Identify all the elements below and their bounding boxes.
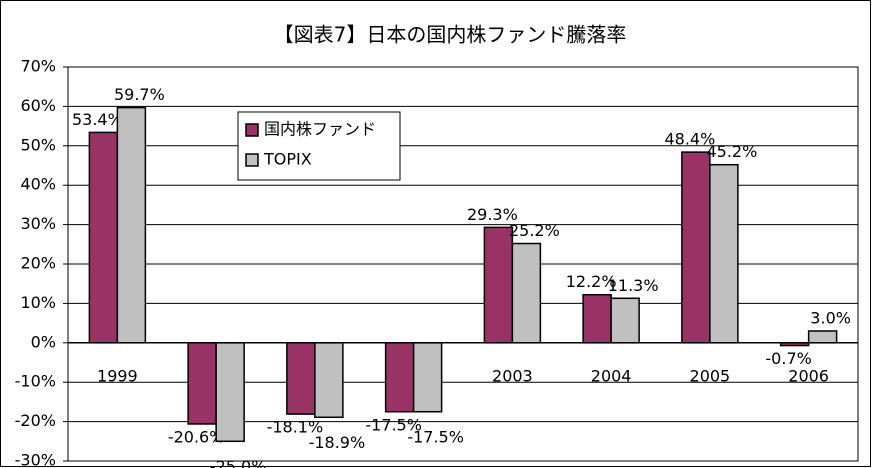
x-tick-label: 2005 [690, 366, 731, 385]
bar [286, 342, 316, 415]
bar [582, 293, 612, 344]
data-label: 59.7% [114, 85, 165, 104]
bar [384, 342, 415, 413]
y-tick-label: -30% [15, 451, 56, 468]
x-tick-label: 2003 [492, 366, 533, 385]
legend-box [237, 111, 401, 181]
y-tick-label: -10% [15, 372, 56, 391]
x-tick-label: 2006 [788, 366, 829, 385]
bar [483, 226, 514, 344]
data-label: -18.9% [309, 433, 366, 452]
data-label: -25.0% [210, 457, 267, 468]
y-tick-label: 40% [20, 175, 56, 194]
bar [511, 242, 542, 344]
data-label: -17.5% [365, 415, 422, 434]
data-label: 25.2% [509, 221, 560, 240]
bar [88, 131, 119, 344]
bar [681, 151, 711, 344]
chart-title: 【図表7】日本の国内株ファンド騰落率 [274, 23, 627, 47]
data-label: -17.5% [407, 427, 464, 446]
y-tick-label: 70% [20, 57, 56, 76]
x-tick-label: 2004 [591, 366, 632, 385]
data-label: 12.2% [566, 272, 617, 291]
bar [412, 342, 443, 413]
data-label: -0.7% [765, 349, 811, 368]
data-label: 29.3% [467, 205, 518, 224]
data-label: 48.4% [664, 130, 715, 149]
bar [807, 330, 838, 344]
legend-swatch [245, 123, 259, 137]
legend-label: 国内株ファンド [264, 120, 376, 139]
data-label: 53.4% [72, 110, 123, 129]
y-tick-label: 10% [20, 293, 56, 312]
bar [314, 342, 344, 419]
data-label: -18.1% [267, 418, 324, 437]
bar [709, 163, 739, 344]
y-tick-label: 0% [31, 332, 56, 351]
bar [187, 342, 217, 425]
legend-swatch [245, 153, 259, 167]
y-tick-label: -20% [15, 411, 56, 430]
bar [215, 342, 245, 443]
data-label: 45.2% [706, 142, 757, 161]
bar [610, 297, 640, 344]
y-tick-label: 60% [20, 96, 56, 115]
y-tick-label: 30% [20, 214, 56, 233]
y-tick-label: 20% [20, 254, 56, 273]
bar [116, 106, 147, 344]
data-label: 11.3% [608, 276, 659, 295]
legend-label: TOPIX [263, 150, 312, 169]
data-label: 3.0% [810, 308, 851, 327]
y-tick-label: 50% [20, 135, 56, 154]
data-label: -20.6% [168, 427, 225, 446]
x-tick-label: 1999 [97, 366, 138, 385]
